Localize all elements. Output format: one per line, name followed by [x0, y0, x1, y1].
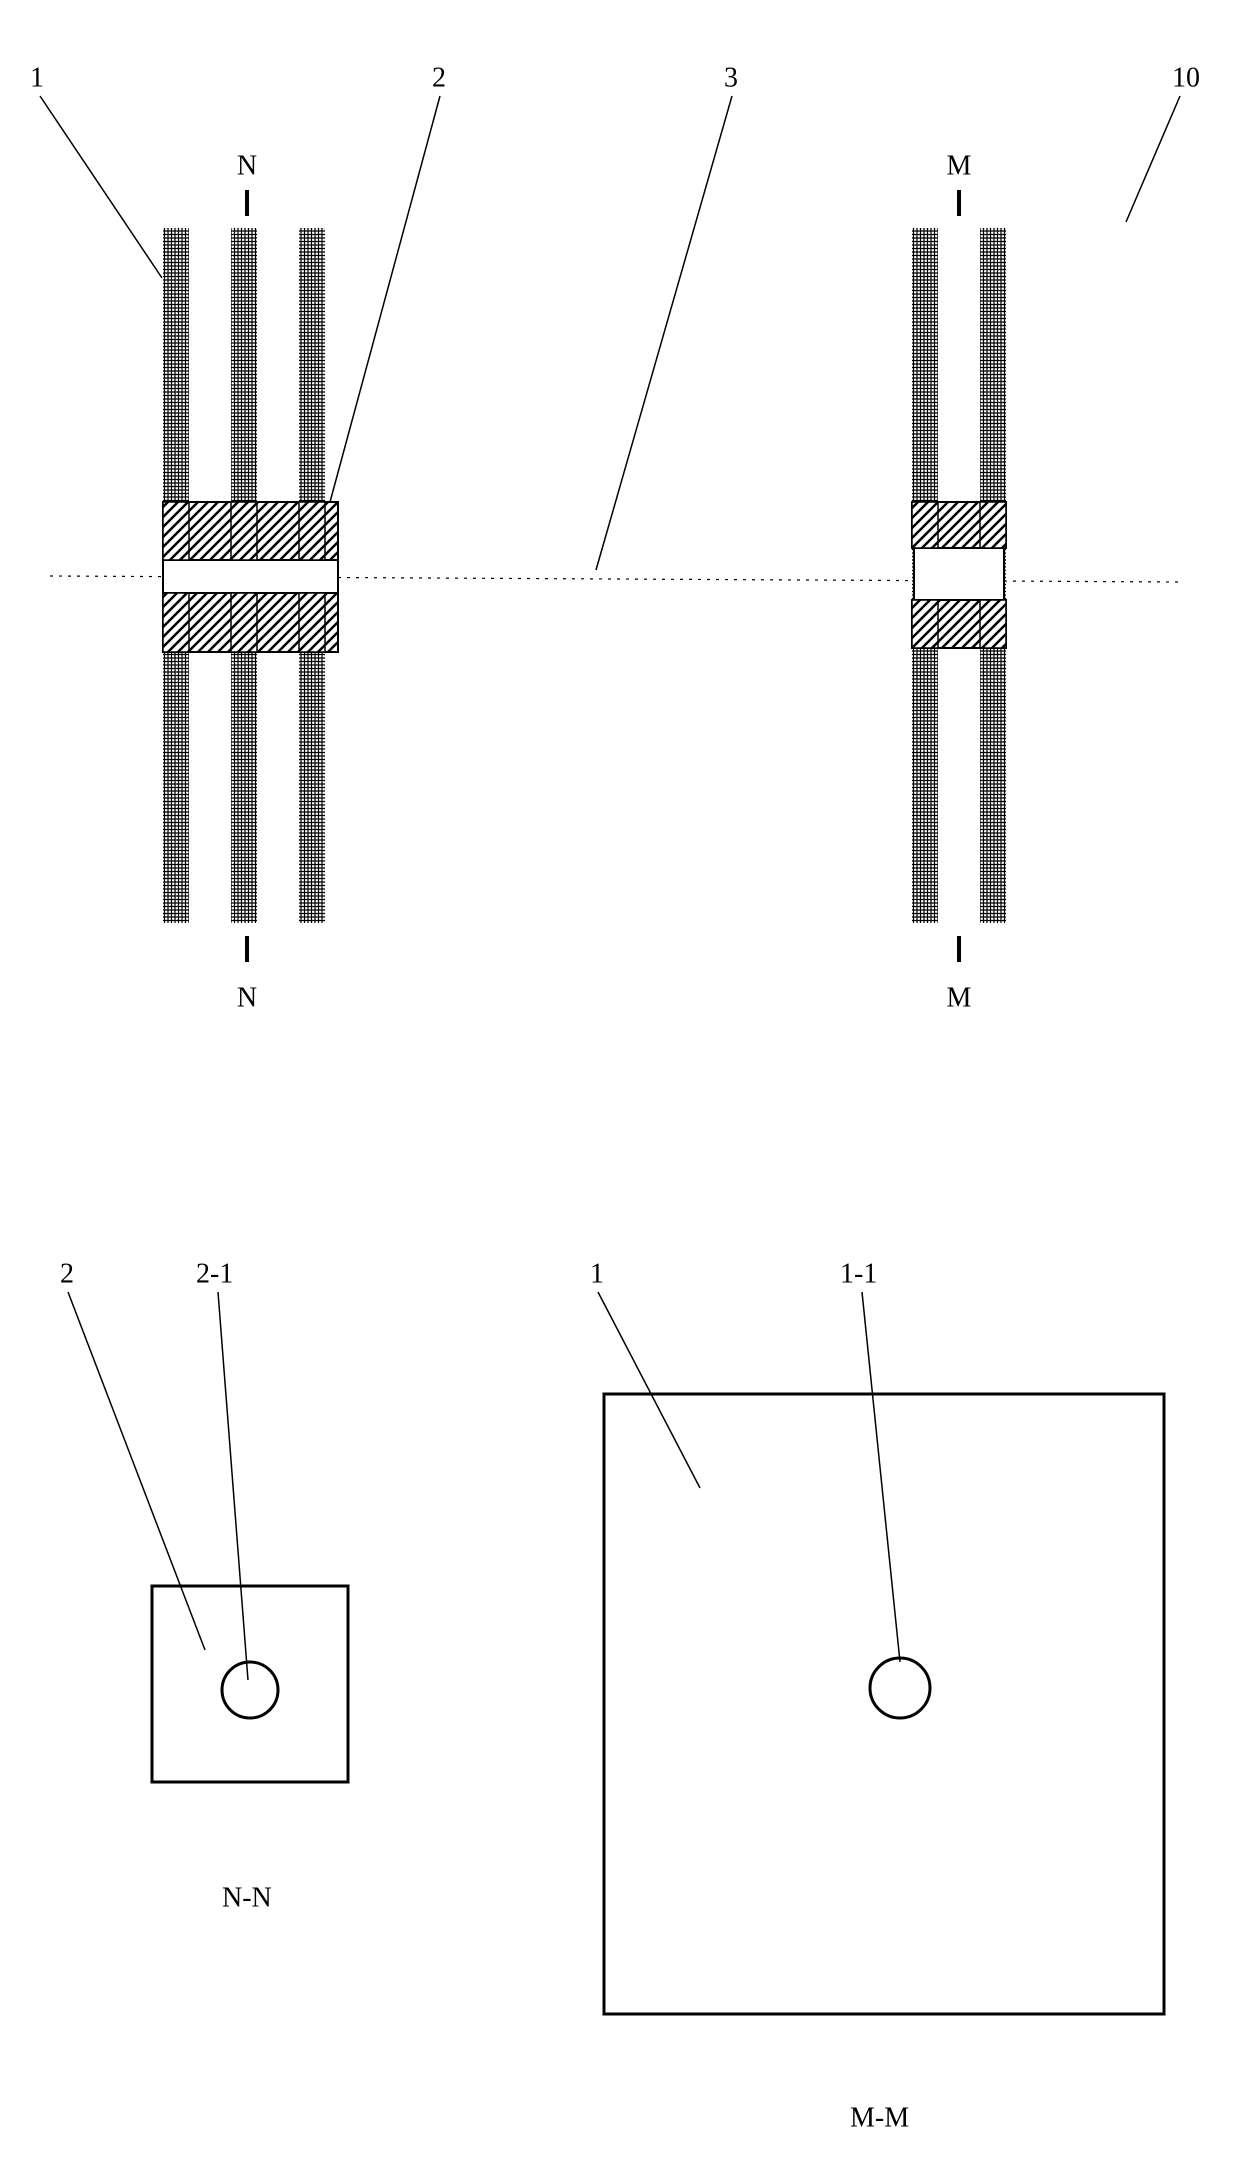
callout-label-2: 2 — [432, 62, 446, 93]
right-plate-hub-top-1 — [912, 502, 938, 548]
callout-leader-3 — [596, 96, 732, 570]
section-label-top-N: N — [237, 150, 257, 181]
left-plate-hub-top-2 — [231, 502, 257, 560]
mm-callout-1-1: 1-1 — [840, 1258, 877, 1289]
left-shaft-slot — [163, 560, 338, 593]
right-shaft-slot — [914, 548, 1004, 600]
right-plate-hub-top-2 — [980, 502, 1006, 548]
nn-callout-2: 2 — [60, 1258, 74, 1289]
mm-callout-1: 1 — [590, 1258, 604, 1289]
nn-callout-2-1: 2-1 — [196, 1258, 233, 1289]
callout-leader-2 — [330, 96, 440, 502]
nn-section-label: N-N — [222, 1882, 272, 1913]
section-label-bot-N: N — [237, 982, 257, 1013]
callout-leader-1 — [40, 96, 162, 278]
mm-leader-1-1 — [862, 1292, 900, 1662]
nn-outline — [152, 1586, 348, 1782]
mm-outline — [604, 1394, 1164, 2014]
callout-label-3: 3 — [724, 62, 738, 93]
left-plate-hub-bot-2 — [231, 593, 257, 652]
mm-hole — [870, 1658, 930, 1718]
right-plate-hub-bot-2 — [980, 600, 1006, 648]
mm-leader-1 — [598, 1292, 700, 1488]
left-plate-hub-top-3 — [299, 502, 325, 560]
left-plate-hub-bot-3 — [299, 593, 325, 652]
nn-hole — [222, 1662, 278, 1718]
section-label-top-M: M — [947, 150, 972, 181]
callout-label-10: 10 — [1172, 62, 1200, 93]
left-plate-hub-bot-1 — [163, 593, 189, 652]
nn-leader-2 — [68, 1292, 205, 1650]
nn-leader-2-1 — [218, 1292, 248, 1680]
right-plate-hub-bot-1 — [912, 600, 938, 648]
callout-leader-10 — [1126, 96, 1180, 222]
mm-section-label: M-M — [850, 2102, 909, 2133]
callout-label-1: 1 — [30, 62, 44, 93]
section-label-bot-M: M — [947, 982, 972, 1013]
left-plate-hub-top-1 — [163, 502, 189, 560]
